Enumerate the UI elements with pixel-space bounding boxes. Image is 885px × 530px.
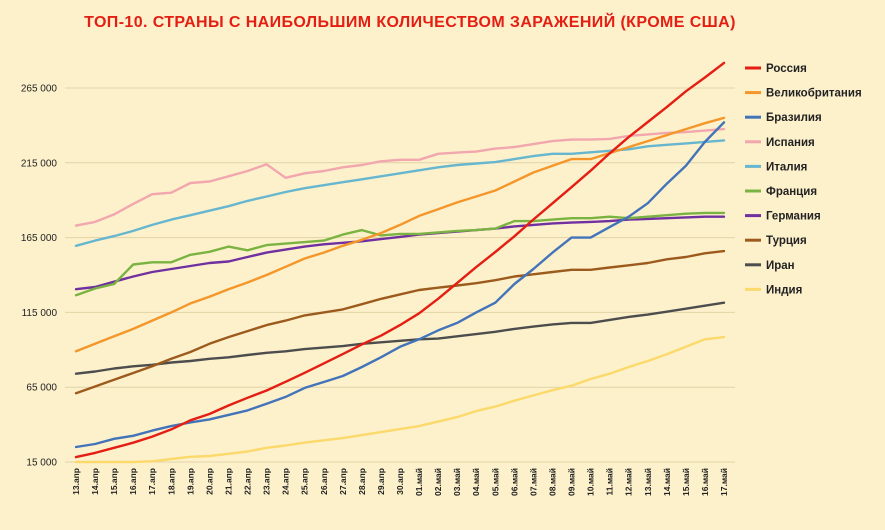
y-tick-label: 165 000 [21, 233, 58, 244]
x-tick-label: 08.май [547, 468, 557, 496]
x-tick-label: 14.май [662, 468, 672, 496]
x-tick-label: 03.май [452, 468, 462, 496]
series-line [74, 249, 726, 395]
x-tick-label: 16.май [700, 468, 710, 496]
x-tick-label: 14.апр [90, 468, 100, 495]
x-tick-label: 02.май [433, 468, 443, 496]
series-line [74, 121, 726, 449]
x-tick-label: 23.апр [262, 468, 272, 495]
legend-label: Турция [766, 235, 807, 247]
x-tick-label: 13.май [643, 468, 653, 496]
x-tick-label: 21.апр [223, 468, 233, 495]
x-tick-label: 30.апр [395, 468, 405, 495]
y-tick-label: 15 000 [26, 458, 57, 469]
x-tick-label: 10.май [586, 468, 596, 496]
x-tick-label: 06.май [509, 468, 519, 496]
legend-label: Индия [766, 284, 802, 296]
x-tick-label: 05.май [490, 468, 500, 496]
legend-label: Бразилия [766, 112, 822, 124]
legend-label: Италия [766, 161, 807, 173]
x-tick-label: 17.май [719, 468, 729, 496]
x-tick-label: 24.апр [281, 468, 291, 495]
chart-title: ТОП-10. СТРАНЫ С НАИБОЛЬШИМ КОЛИЧЕСТВОМ … [84, 14, 736, 31]
y-tick-label: 265 000 [21, 84, 58, 95]
x-tick-label: 15.апр [109, 468, 119, 495]
series-line [74, 116, 726, 353]
x-tick-label: 28.апр [357, 468, 367, 495]
x-tick-label: 18.апр [166, 468, 176, 495]
x-tick-label: 29.апр [376, 468, 386, 495]
legend-label: Великобритания [766, 88, 862, 100]
series-line [74, 211, 726, 297]
x-tick-label: 27.апр [338, 468, 348, 495]
series-line [74, 301, 726, 375]
y-tick-label: 215 000 [21, 158, 58, 169]
x-tick-label: 25.апр [300, 468, 310, 495]
legend-label: Германия [766, 211, 821, 223]
series-line [74, 335, 726, 464]
series-line [74, 215, 726, 291]
x-tick-label: 20.апр [204, 468, 214, 495]
x-tick-label: 12.май [624, 468, 634, 496]
x-tick-label: 15.май [681, 468, 691, 496]
legend-label: Россия [766, 63, 807, 75]
legend-label: Испания [766, 137, 815, 149]
series-line [74, 127, 726, 227]
x-tick-label: 04.май [471, 468, 481, 496]
x-tick-label: 22.апр [243, 468, 253, 495]
y-tick-label: 65 000 [26, 383, 57, 394]
x-tick-label: 26.апр [319, 468, 329, 495]
x-tick-label: 01.май [414, 468, 424, 496]
x-tick-label: 19.апр [185, 468, 195, 495]
series-line [74, 61, 726, 459]
x-tick-label: 11.май [605, 468, 615, 495]
x-tick-label: 07.май [528, 468, 538, 496]
x-tick-label: 17.апр [147, 468, 157, 495]
series-line [74, 139, 726, 248]
x-tick-label: 09.май [567, 468, 577, 496]
legend-label: Франция [766, 186, 817, 198]
legend-label: Иран [766, 260, 795, 272]
y-tick-label: 115 000 [22, 308, 58, 319]
x-tick-label: 16.апр [128, 468, 138, 495]
x-tick-label: 13.апр [71, 468, 81, 495]
